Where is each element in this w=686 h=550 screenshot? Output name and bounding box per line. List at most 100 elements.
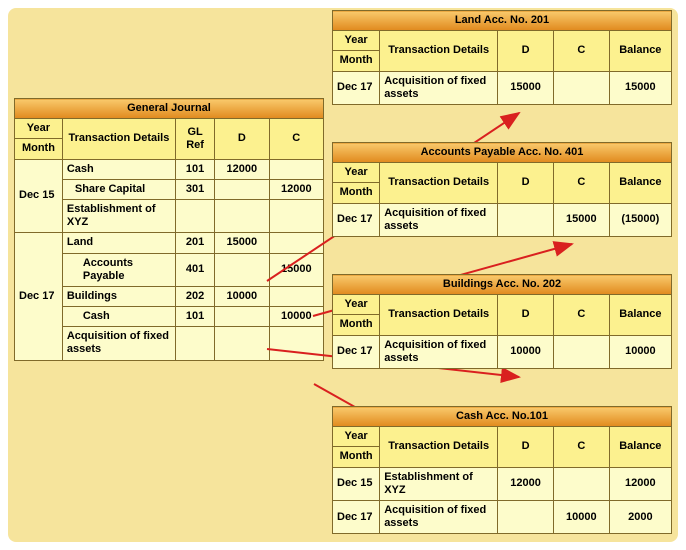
ledger-details: Acquisition of fixed assets [380,71,498,104]
journal-gl: 101 [176,159,215,179]
hdr-d: D [498,295,554,335]
hdr-c: C [269,119,323,159]
ledger-details: Establishment of XYZ [380,467,498,500]
journal-c: 12000 [269,179,323,199]
journal-d [215,253,269,286]
ledger-title: Buildings Acc. No. 202 [333,275,672,295]
hdr-month: Month [333,447,380,467]
journal-details: Land [62,233,175,253]
journal-d [215,179,269,199]
ledger-title: Accounts Payable Acc. No. 401 [333,143,672,163]
journal-d [215,307,269,327]
ledger-d: 10000 [498,335,554,368]
journal-c [269,159,323,179]
journal-gl: 202 [176,286,215,306]
ledger-date: Dec 17 [333,203,380,236]
hdr-c: C [553,295,609,335]
ledger-c [553,335,609,368]
hdr-details: Transaction Details [62,119,175,159]
journal-c [269,233,323,253]
ledger-table: Accounts Payable Acc. No. 401YearTransac… [332,142,672,237]
ledger-bal: 12000 [609,467,671,500]
journal-c: 10000 [269,307,323,327]
ledger-date: Dec 15 [333,467,380,500]
ledger-d [498,203,554,236]
journal-c [269,286,323,306]
journal-row: Dec 17Land20115000 [15,233,324,253]
ledger-row: Dec 17Acquisition of fixed assets1500015… [333,71,672,104]
journal-gl: 201 [176,233,215,253]
journal-details: Share Capital [62,179,175,199]
journal-d [215,199,269,232]
ledger-c [553,467,609,500]
ledger-row: Dec 17Acquisition of fixed assets 1000020… [333,500,672,533]
ledger-row: Dec 15Establishment of XYZ1200012000 [333,467,672,500]
journal-date: Dec 15 [15,159,63,233]
journal-c [269,199,323,232]
journal-gl: 301 [176,179,215,199]
journal-details: Establishment of XYZ [62,199,175,232]
hdr-month: Month [333,315,380,335]
ledger-title: Land Acc. No. 201 [333,11,672,31]
journal-d: 10000 [215,286,269,306]
ledger-table: Land Acc. No. 201YearTransaction Details… [332,10,672,105]
ledger-d: 12000 [498,467,554,500]
journal-gl: 401 [176,253,215,286]
journal-details: Buildings [62,286,175,306]
ledger-bal: 15000 [609,71,671,104]
journal-gl: 101 [176,307,215,327]
hdr-year: Year [333,31,380,51]
journal-details: Accounts Payable [62,253,175,286]
ledger-date: Dec 17 [333,500,380,533]
ledger-d: 15000 [498,71,554,104]
hdr-d: D [215,119,269,159]
ledger-row: Dec 17Acquisition of fixed assets1000010… [333,335,672,368]
journal-d: 15000 [215,233,269,253]
ledger-date: Dec 17 [333,71,380,104]
hdr-c: C [553,31,609,71]
ledger-bal: 10000 [609,335,671,368]
journal-d [215,327,269,360]
ledger-d [498,500,554,533]
ledger-title: Cash Acc. No.101 [333,407,672,427]
ledger-table: Buildings Acc. No. 202YearTransaction De… [332,274,672,369]
ledger-date: Dec 17 [333,335,380,368]
ledger-details: Acquisition of fixed assets [380,500,498,533]
hdr-month: Month [333,51,380,71]
hdr-d: D [498,31,554,71]
hdr-bal: Balance [609,427,671,467]
hdr-year: Year [333,163,380,183]
ledger-details: Acquisition of fixed assets [380,203,498,236]
hdr-year: Year [333,295,380,315]
hdr-bal: Balance [609,295,671,335]
journal-row: Dec 15Cash10112000 [15,159,324,179]
ledger-c: 15000 [553,203,609,236]
hdr-details: Transaction Details [380,163,498,203]
hdr-bal: Balance [609,31,671,71]
journal-date: Dec 17 [15,233,63,360]
journal-d: 12000 [215,159,269,179]
journal-c [269,327,323,360]
ledger-row: Dec 17Acquisition of fixed assets15000(1… [333,203,672,236]
hdr-c: C [553,427,609,467]
journal-details: Cash [62,159,175,179]
journal-gl [176,327,215,360]
hdr-gl: GL Ref [176,119,215,159]
hdr-details: Transaction Details [380,31,498,71]
hdr-details: Transaction Details [380,295,498,335]
journal-title: General Journal [15,99,324,119]
hdr-bal: Balance [609,163,671,203]
journal-c: 15000 [269,253,323,286]
journal-details: Cash [62,307,175,327]
ledger-details: Acquisition of fixed assets [380,335,498,368]
hdr-month: Month [15,139,63,159]
ledger-bal: 2000 [609,500,671,533]
journal-details: Acquisition of fixed assets [62,327,175,360]
general-journal-table: General JournalYearTransaction DetailsGL… [14,98,324,361]
hdr-d: D [498,427,554,467]
ledger-c: 10000 [553,500,609,533]
hdr-month: Month [333,183,380,203]
hdr-details: Transaction Details [380,427,498,467]
hdr-year: Year [333,427,380,447]
hdr-c: C [553,163,609,203]
